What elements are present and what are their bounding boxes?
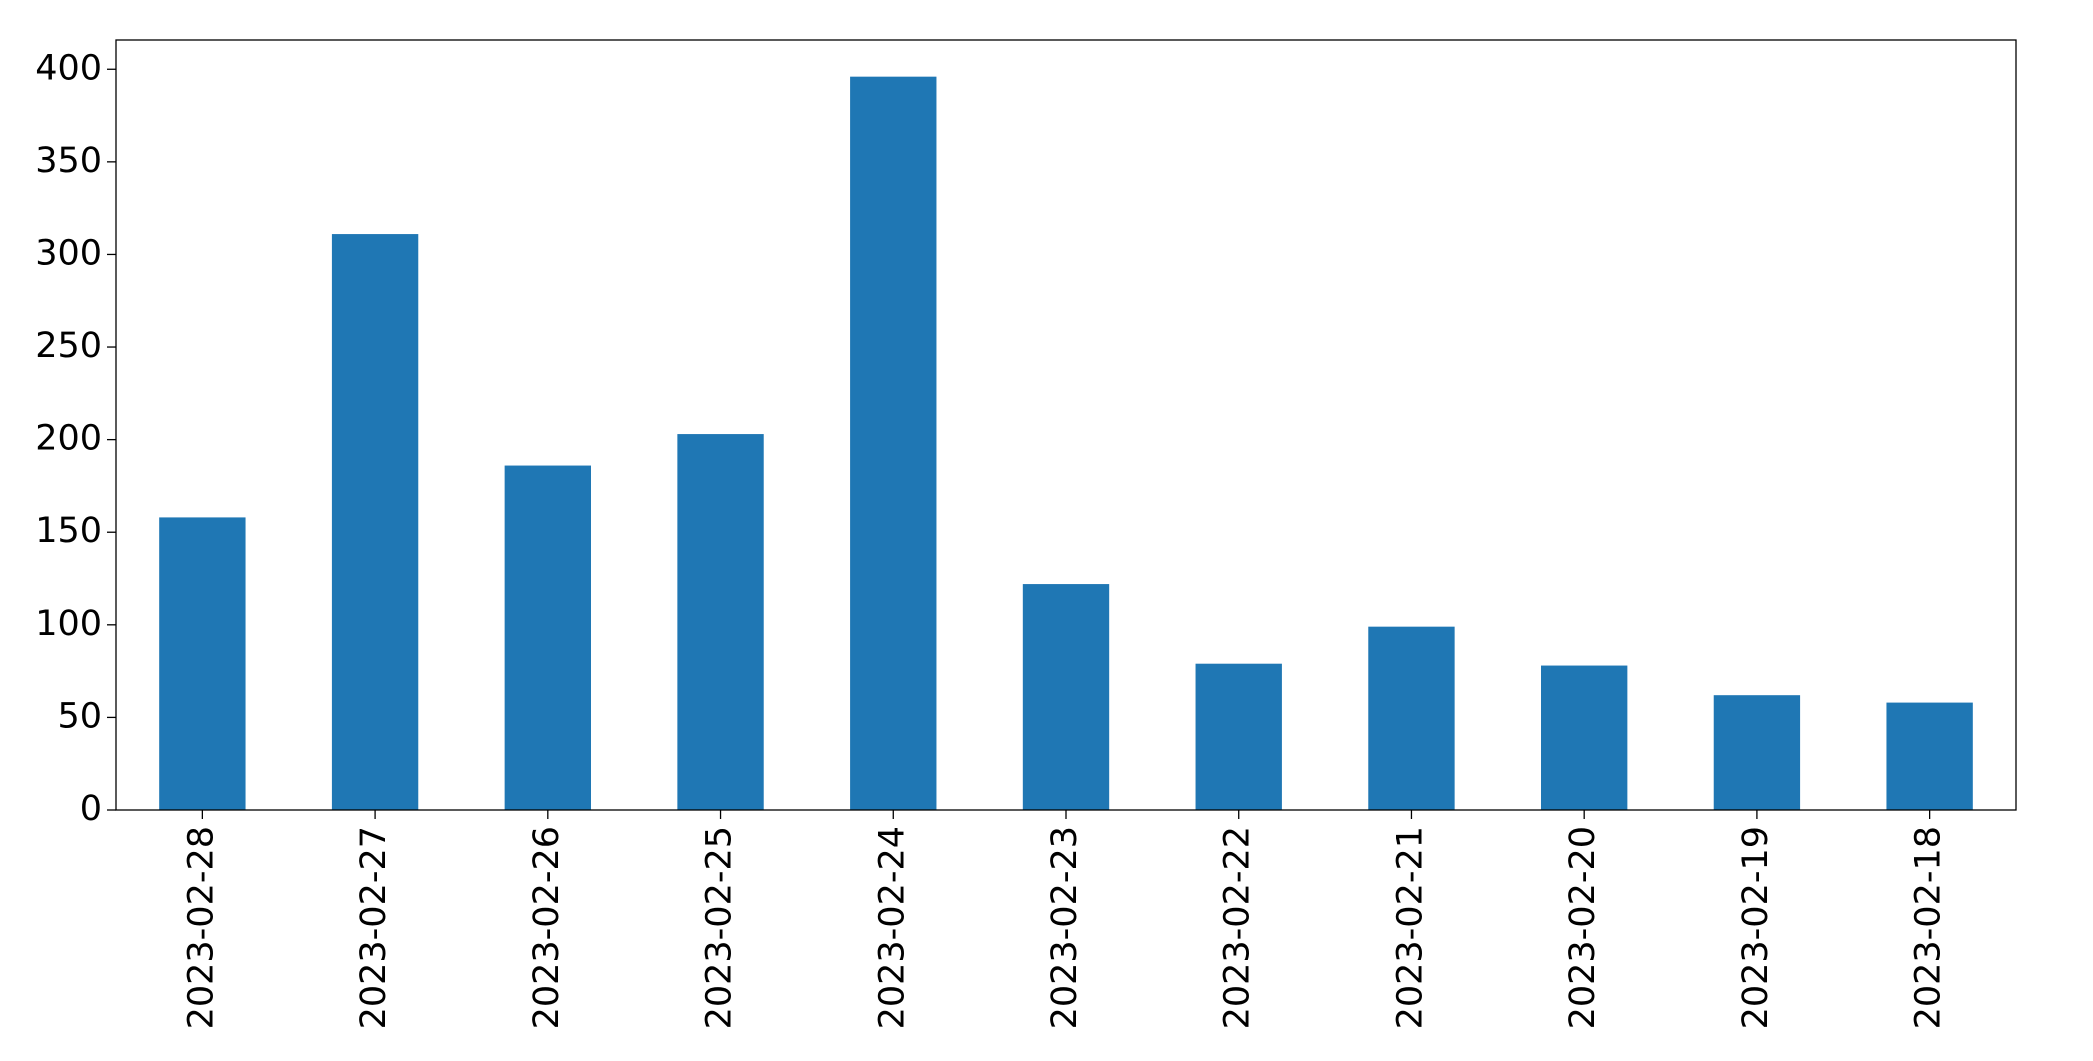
x-tick-label: 2023-02-18 xyxy=(1909,826,1949,1029)
bar xyxy=(1541,665,1628,810)
bar xyxy=(159,517,246,810)
y-tick-label: 400 xyxy=(35,48,102,88)
y-tick-label: 100 xyxy=(35,604,102,644)
bar xyxy=(504,465,591,810)
bar xyxy=(1713,695,1801,810)
plot-frame xyxy=(115,39,2017,811)
bar xyxy=(1368,626,1455,810)
x-tick-label: 2023-02-25 xyxy=(700,826,740,1029)
bar xyxy=(1022,584,1110,810)
x-tick-label: 2023-02-20 xyxy=(1563,826,1603,1029)
y-tick-label: 300 xyxy=(35,233,102,273)
y-tick-label: 200 xyxy=(35,419,102,459)
x-tick-label: 2023-02-28 xyxy=(181,826,221,1029)
bar xyxy=(1195,663,1282,810)
x-tick-label: 2023-02-19 xyxy=(1736,826,1776,1029)
y-tick-label: 0 xyxy=(80,789,102,829)
y-tick-label: 150 xyxy=(35,511,102,551)
y-tick-label: 50 xyxy=(57,696,102,736)
y-tick-label: 250 xyxy=(35,326,102,366)
bar xyxy=(677,434,764,810)
x-tick-label: 2023-02-23 xyxy=(1045,826,1085,1029)
bar xyxy=(1886,702,1973,810)
bar xyxy=(331,234,419,810)
x-tick-label: 2023-02-21 xyxy=(1390,826,1430,1029)
bar xyxy=(850,76,937,810)
x-tick-label: 2023-02-22 xyxy=(1218,826,1258,1029)
x-tick-label: 2023-02-27 xyxy=(354,826,394,1029)
x-tick-label: 2023-02-26 xyxy=(527,826,567,1029)
y-tick-label: 350 xyxy=(35,141,102,181)
x-tick-label: 2023-02-24 xyxy=(872,826,912,1029)
